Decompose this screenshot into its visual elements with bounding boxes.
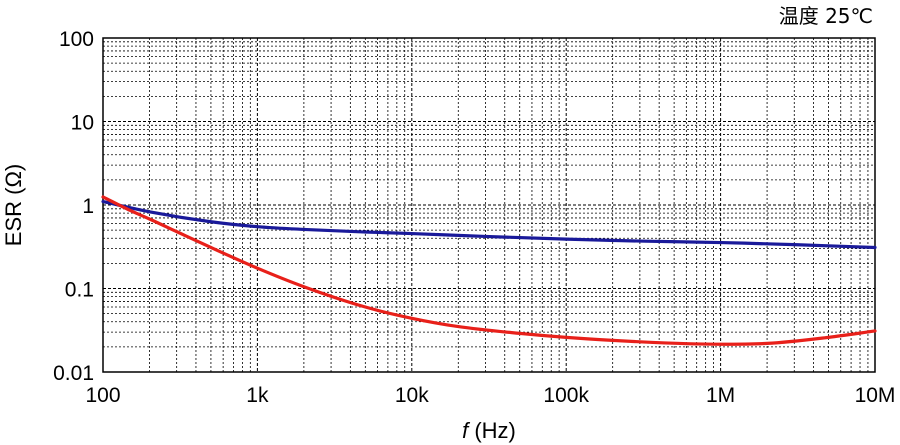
x-tick-label: 100 [85,384,120,407]
y-tick-labels: 0.01 0.1 1 10 100 [53,28,94,385]
y-axis-label: ESR (Ω) [1,164,26,246]
grid [103,38,875,372]
x-axis-label-symbol: f [462,418,471,443]
x-tick-labels: 100 1k 10k 100k 1M 10M [85,384,895,407]
y-tick-label: 0.01 [53,362,94,385]
series-red-curve [101,195,877,346]
series-blue-curve [101,199,877,250]
plot-frame [102,37,876,373]
temperature-annotation: 温度 25℃ [779,4,873,28]
y-tick-label: 0.1 [65,279,94,302]
x-axis-label: f (Hz) [462,418,516,443]
x-axis-label-unit: (Hz) [468,418,516,443]
y-tick-label: 10 [71,112,94,135]
x-tick-label: 1k [246,384,269,407]
y-tick-label: 100 [59,28,94,51]
x-tick-label: 10M [855,384,896,407]
x-tick-label: 1M [706,384,735,407]
y-tick-label: 1 [82,195,94,218]
series-layer [101,195,877,346]
x-tick-label: 10k [395,384,429,407]
x-tick-label: 100k [543,384,589,407]
